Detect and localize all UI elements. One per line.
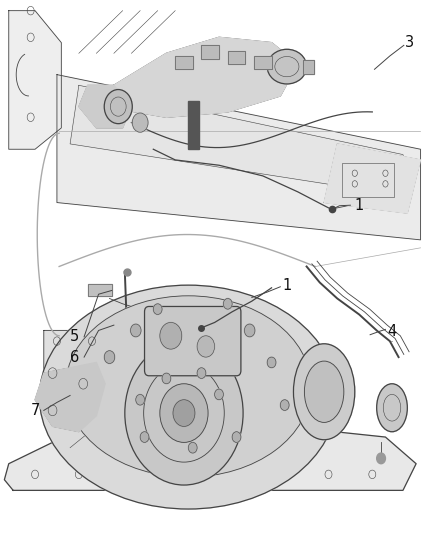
Bar xyxy=(201,45,219,59)
Bar xyxy=(88,284,112,296)
Ellipse shape xyxy=(39,285,337,509)
Circle shape xyxy=(215,389,223,400)
Bar xyxy=(254,56,272,69)
Ellipse shape xyxy=(66,296,311,477)
Circle shape xyxy=(232,432,241,442)
Circle shape xyxy=(197,368,206,378)
Bar xyxy=(88,284,112,296)
Circle shape xyxy=(104,351,115,364)
Circle shape xyxy=(125,341,243,485)
Circle shape xyxy=(131,324,141,337)
Ellipse shape xyxy=(304,361,344,422)
Bar xyxy=(175,56,193,69)
Polygon shape xyxy=(79,85,131,128)
Bar xyxy=(175,56,193,69)
Text: 6: 6 xyxy=(70,350,79,365)
Polygon shape xyxy=(4,426,416,490)
Circle shape xyxy=(153,304,162,314)
Ellipse shape xyxy=(377,384,407,432)
Circle shape xyxy=(173,400,195,426)
Circle shape xyxy=(140,432,149,442)
Ellipse shape xyxy=(267,50,307,84)
Polygon shape xyxy=(35,362,105,432)
Bar xyxy=(228,51,245,64)
Circle shape xyxy=(132,113,148,132)
Text: 7: 7 xyxy=(30,403,40,418)
Polygon shape xyxy=(324,144,420,213)
Bar xyxy=(228,51,245,64)
Text: 1: 1 xyxy=(282,278,292,293)
Ellipse shape xyxy=(293,344,355,440)
Polygon shape xyxy=(70,85,412,197)
Bar xyxy=(303,60,314,74)
Circle shape xyxy=(197,336,215,357)
Circle shape xyxy=(160,384,208,442)
Polygon shape xyxy=(188,101,199,149)
Polygon shape xyxy=(9,11,61,149)
Bar xyxy=(201,45,219,59)
Circle shape xyxy=(377,453,385,464)
Bar xyxy=(254,56,272,69)
Text: 4: 4 xyxy=(387,324,397,339)
Polygon shape xyxy=(44,330,105,416)
Circle shape xyxy=(244,324,255,337)
Text: 1: 1 xyxy=(354,198,364,213)
Circle shape xyxy=(267,357,276,368)
Circle shape xyxy=(162,373,171,384)
Circle shape xyxy=(104,90,132,124)
Text: 5: 5 xyxy=(70,329,79,344)
Bar xyxy=(303,60,314,74)
FancyBboxPatch shape xyxy=(145,306,241,376)
Text: 3: 3 xyxy=(405,35,414,50)
Circle shape xyxy=(280,400,289,410)
Circle shape xyxy=(188,442,197,453)
Circle shape xyxy=(160,322,182,349)
Circle shape xyxy=(136,394,145,405)
Polygon shape xyxy=(57,75,420,240)
Circle shape xyxy=(223,298,232,309)
Polygon shape xyxy=(96,37,298,117)
